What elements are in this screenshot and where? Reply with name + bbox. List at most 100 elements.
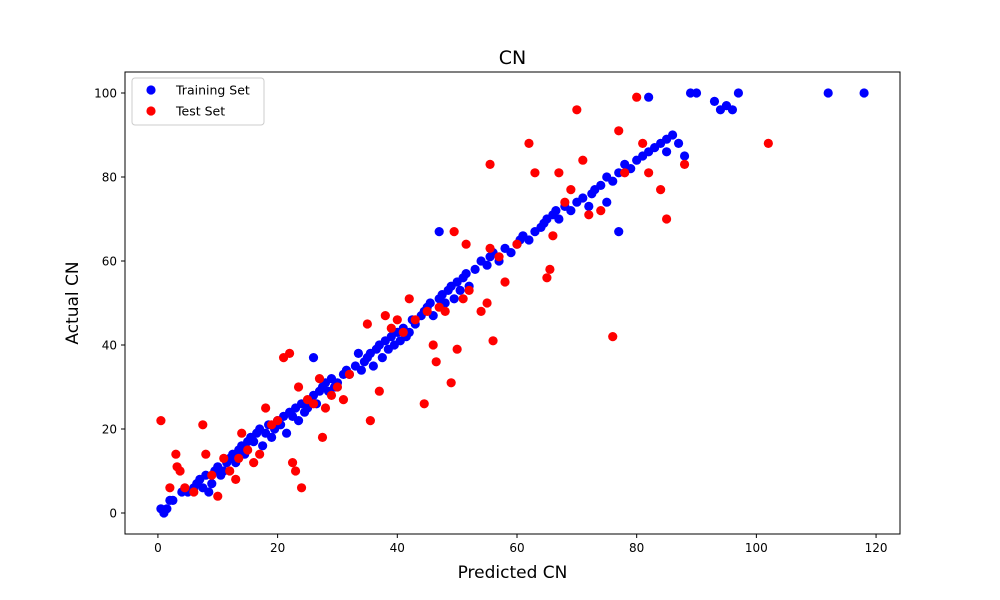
point-1-68 [542, 273, 552, 283]
point-1-21 [273, 416, 283, 426]
point-1-84 [656, 185, 666, 195]
legend-label-1: Test Set [175, 104, 225, 119]
point-1-29 [308, 399, 319, 409]
point-0-27 [249, 437, 259, 447]
point-0-151 [644, 92, 654, 102]
point-1-56 [461, 239, 471, 249]
point-0-90 [449, 294, 459, 304]
point-1-83 [644, 168, 654, 178]
point-0-149 [602, 197, 612, 207]
point-0-145 [823, 88, 833, 98]
point-1-38 [365, 416, 375, 426]
x-tick-label-1: 20 [270, 541, 285, 555]
point-1-58 [476, 306, 486, 316]
point-1-36 [344, 369, 355, 379]
point-0-61 [356, 365, 366, 375]
point-1-54 [452, 344, 462, 354]
x-tick-label-4: 80 [629, 541, 644, 555]
point-1-57 [464, 285, 474, 295]
series-1 [156, 92, 773, 501]
y-axis-label: Actual CN [63, 261, 83, 344]
point-0-98 [482, 260, 492, 270]
point-1-33 [326, 390, 337, 400]
point-1-42 [392, 315, 402, 325]
point-0-144 [733, 88, 744, 98]
point-0-2 [162, 504, 172, 514]
point-0-83 [425, 298, 435, 308]
legend: Training Set Test Set [131, 77, 265, 126]
point-0-68 [377, 353, 387, 363]
point-1-51 [440, 306, 450, 316]
point-1-19 [261, 403, 271, 413]
point-1-59 [482, 298, 492, 308]
point-1-43 [398, 327, 408, 337]
point-1-26 [293, 382, 304, 392]
x-tick-label-5: 100 [745, 541, 768, 555]
point-0-33 [267, 432, 277, 442]
point-1-64 [500, 277, 510, 287]
point-0-137 [679, 151, 690, 161]
point-1-35 [338, 395, 349, 405]
point-1-11 [219, 453, 229, 463]
point-1-24 [287, 458, 298, 468]
y-tick-label-5: 100 [94, 87, 117, 101]
point-1-73 [566, 185, 576, 195]
point-0-4 [168, 495, 178, 505]
point-0-94 [461, 269, 471, 279]
point-1-18 [255, 449, 265, 459]
point-1-1 [165, 483, 175, 493]
point-1-77 [596, 206, 606, 216]
point-0-92 [455, 285, 465, 295]
legend-marker-0 [146, 85, 156, 95]
point-1-74 [572, 105, 582, 115]
point-0-113 [551, 206, 561, 216]
point-1-34 [332, 382, 343, 392]
point-1-76 [584, 210, 594, 220]
point-1-27 [296, 483, 307, 493]
x-tick-label-2: 40 [390, 541, 405, 555]
point-0-13 [207, 479, 217, 489]
point-1-45 [410, 315, 420, 325]
y-tick-label-4: 80 [102, 171, 117, 185]
point-1-40 [380, 311, 390, 321]
point-0-65 [368, 361, 378, 371]
point-0-114 [554, 214, 564, 224]
point-0-150 [614, 227, 624, 237]
x-tick-label-3: 60 [509, 541, 524, 555]
point-1-2 [171, 449, 181, 459]
point-1-85 [662, 214, 672, 224]
point-1-14 [234, 453, 244, 463]
point-1-87 [763, 138, 773, 148]
point-1-13 [231, 474, 241, 484]
point-1-81 [632, 92, 642, 102]
point-1-17 [249, 458, 259, 468]
point-1-75 [578, 155, 588, 165]
point-1-6 [189, 487, 199, 497]
point-1-32 [320, 403, 331, 413]
x-axis: 0 20 40 60 80 100 120 [154, 534, 888, 555]
point-0-107 [524, 235, 534, 245]
point-1-25 [290, 466, 301, 476]
point-1-7 [198, 420, 208, 430]
plot-frame [124, 71, 901, 535]
point-0-136 [662, 147, 672, 157]
point-1-16 [243, 445, 253, 455]
point-0-12 [204, 487, 214, 497]
point-1-78 [608, 332, 618, 342]
points-layer [156, 88, 869, 518]
point-0-147 [434, 227, 444, 237]
point-1-69 [545, 264, 555, 274]
point-0-134 [667, 130, 678, 140]
x-axis-label: Predicted CN [458, 563, 568, 583]
point-1-8 [201, 449, 211, 459]
legend-box [131, 77, 265, 126]
y-tick-label-0: 0 [109, 507, 117, 521]
point-1-12 [225, 466, 235, 476]
point-1-71 [554, 168, 564, 178]
point-1-62 [488, 336, 498, 346]
point-1-48 [428, 340, 438, 350]
point-0-103 [506, 248, 516, 258]
point-0-118 [578, 193, 588, 203]
point-1-31 [317, 432, 328, 442]
